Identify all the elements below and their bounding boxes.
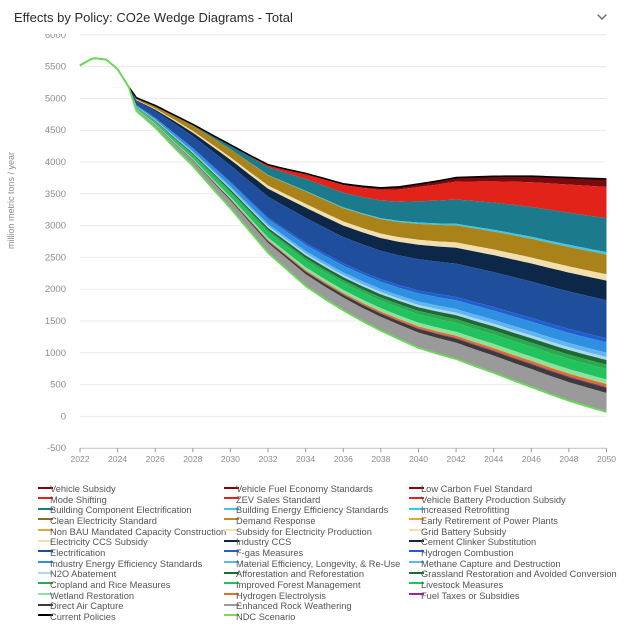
svg-text:-500: -500 (47, 443, 66, 454)
svg-text:3500: 3500 (45, 189, 66, 200)
svg-text:2022: 2022 (70, 454, 89, 464)
svg-text:2044: 2044 (484, 454, 503, 464)
svg-text:5500: 5500 (45, 62, 66, 73)
svg-text:2040: 2040 (409, 454, 428, 464)
svg-text:2028: 2028 (183, 454, 202, 464)
svg-text:500: 500 (50, 380, 66, 391)
svg-text:2038: 2038 (371, 454, 390, 464)
svg-text:2046: 2046 (522, 454, 541, 464)
svg-text:2042: 2042 (447, 454, 466, 464)
svg-text:6000: 6000 (45, 34, 66, 41)
svg-text:2048: 2048 (559, 454, 578, 464)
svg-text:1500: 1500 (45, 316, 66, 327)
svg-text:4000: 4000 (45, 157, 66, 168)
svg-text:4500: 4500 (45, 125, 66, 136)
svg-text:2030: 2030 (221, 454, 240, 464)
svg-text:2050: 2050 (597, 454, 616, 464)
svg-text:2000: 2000 (45, 284, 66, 295)
svg-text:0: 0 (61, 411, 66, 422)
svg-text:2036: 2036 (334, 454, 353, 464)
svg-text:2024: 2024 (108, 454, 127, 464)
svg-text:2500: 2500 (45, 252, 66, 263)
svg-text:2034: 2034 (296, 454, 315, 464)
svg-text:2026: 2026 (146, 454, 165, 464)
svg-text:5000: 5000 (45, 93, 66, 104)
svg-text:1000: 1000 (45, 348, 66, 359)
svg-text:3000: 3000 (45, 221, 66, 232)
svg-text:2032: 2032 (258, 454, 277, 464)
